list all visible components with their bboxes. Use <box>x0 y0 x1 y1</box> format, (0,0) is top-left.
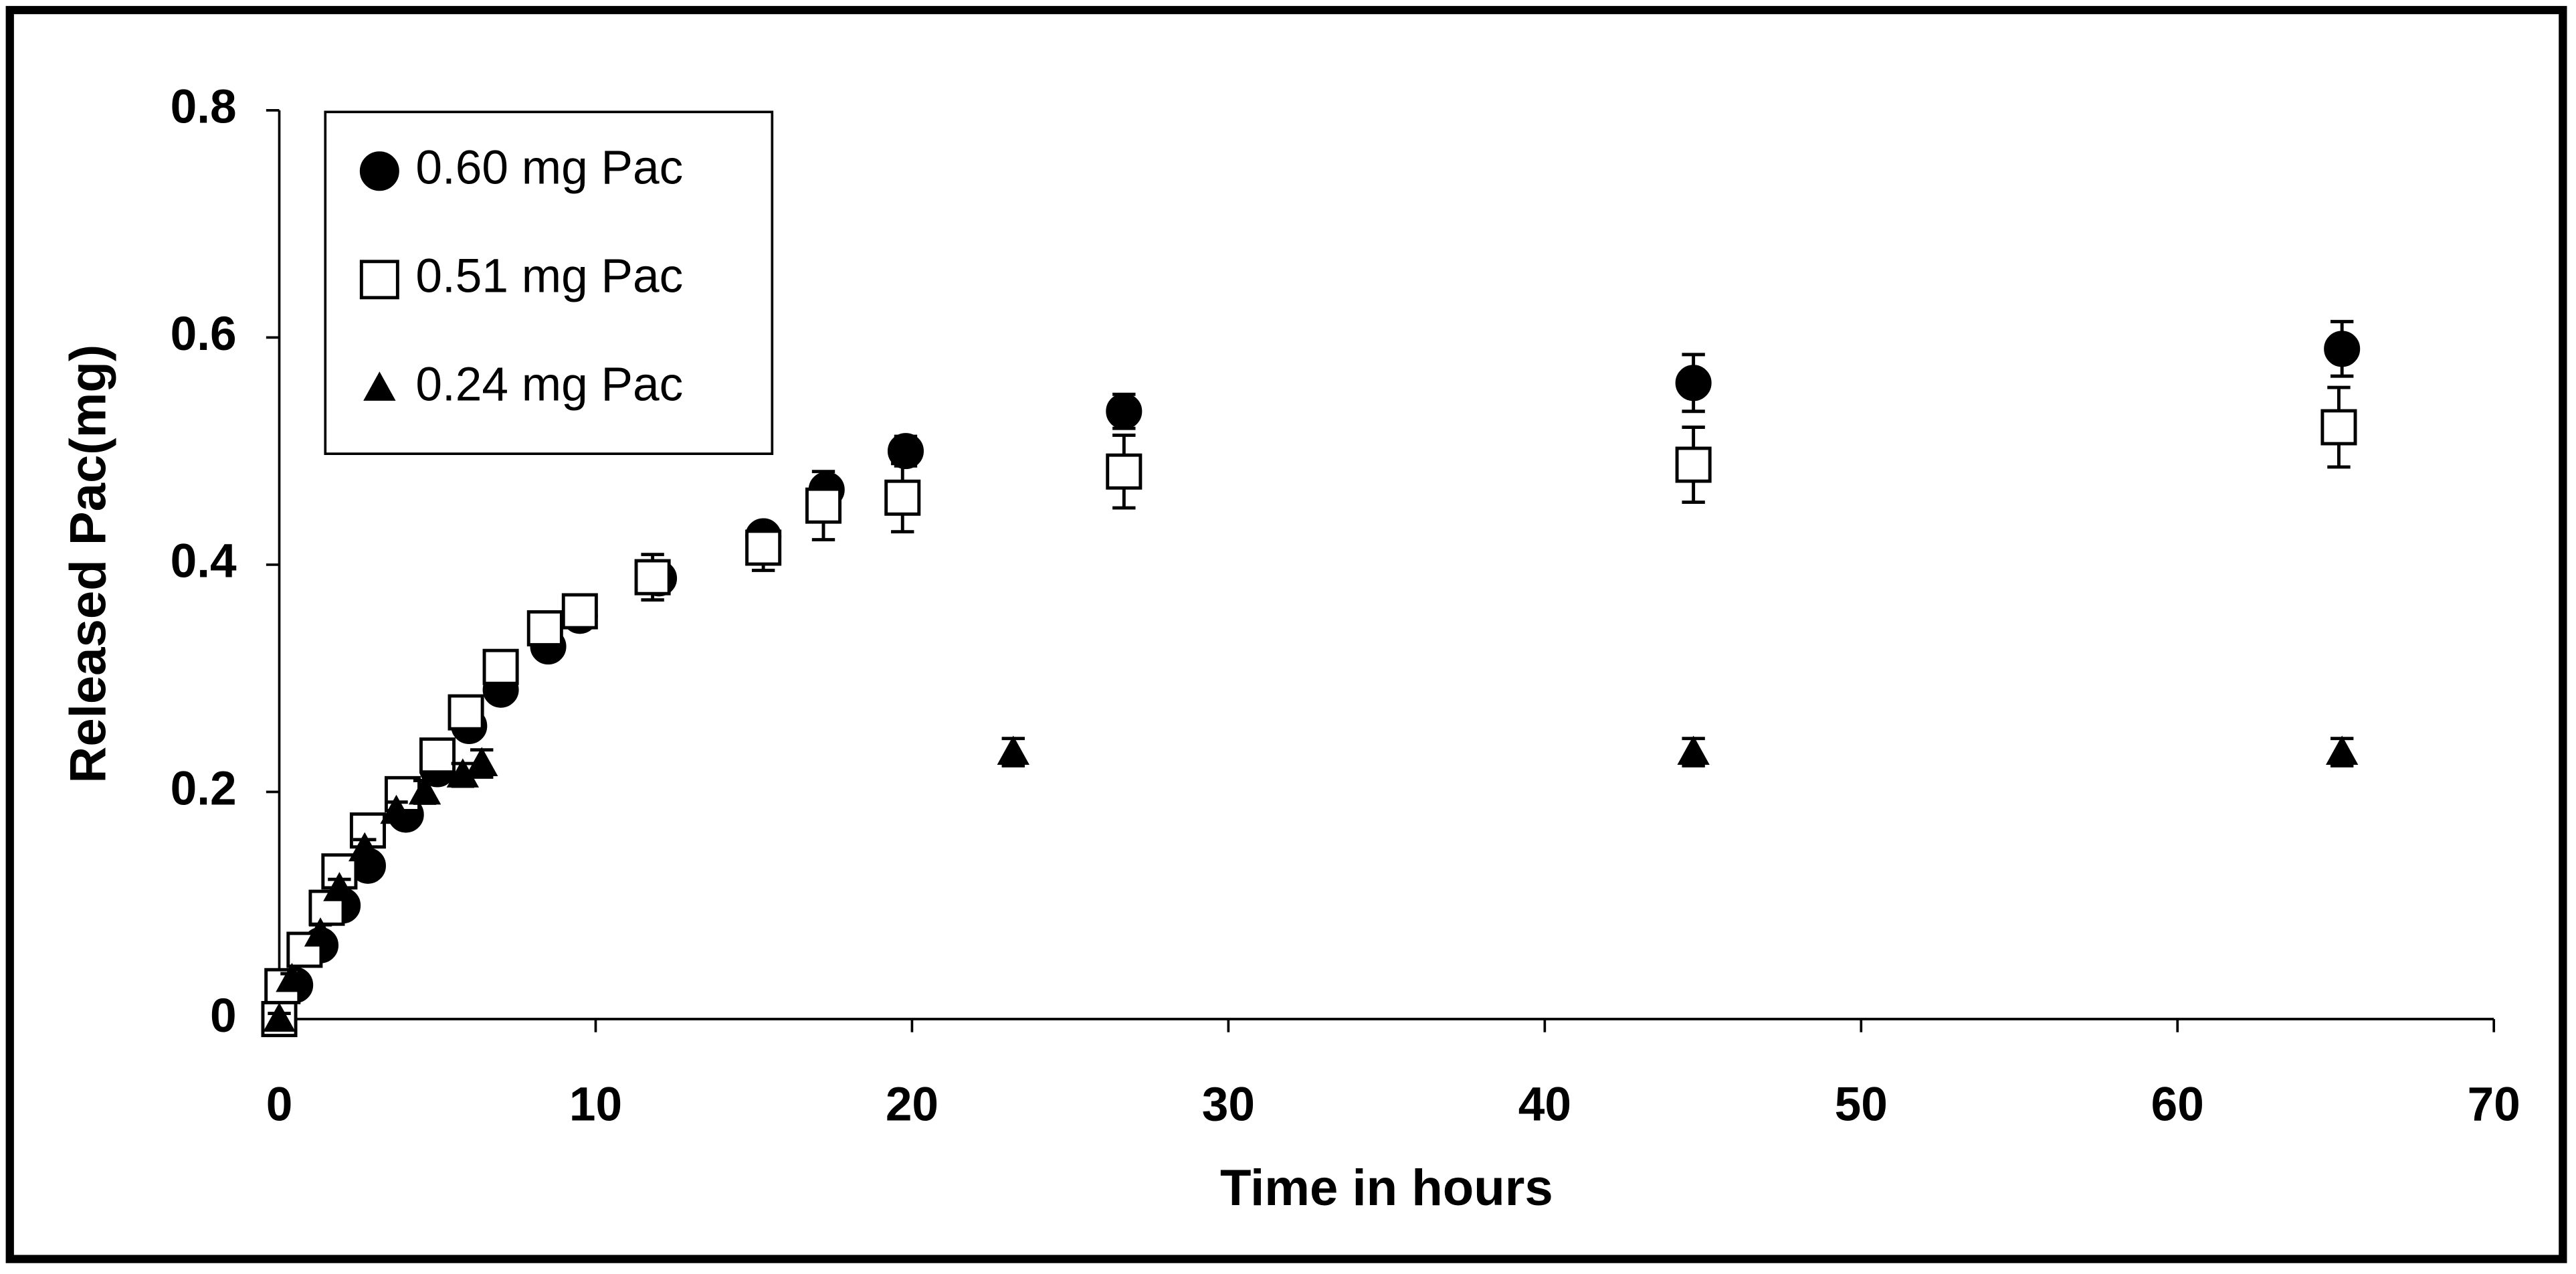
x-tick-label: 50 <box>1835 1078 1888 1131</box>
marker-triangle <box>1677 735 1710 765</box>
marker-triangle <box>380 794 413 824</box>
marker-square <box>419 737 456 774</box>
y-axis-label: Released Pac(mg) <box>60 345 117 784</box>
marker-triangle <box>304 917 337 947</box>
x-axis-label: Time in hours <box>1220 1160 1553 1216</box>
marker-triangle <box>349 832 381 862</box>
y-tick-label: 0 <box>210 990 237 1042</box>
x-tick-label: 70 <box>2468 1078 2520 1131</box>
x-tick-label: 60 <box>2151 1078 2204 1131</box>
x-tick-label: 30 <box>1202 1078 1255 1131</box>
marker-square <box>482 648 519 685</box>
marker-triangle <box>276 962 308 992</box>
y-tick-label: 0.8 <box>171 81 237 134</box>
legend-marker <box>363 371 396 401</box>
series <box>263 735 2359 1032</box>
marker-circle <box>1106 393 1143 430</box>
marker-square <box>745 529 782 566</box>
marker-triangle <box>2325 735 2359 765</box>
x-tick-label: 10 <box>569 1078 622 1131</box>
marker-square <box>526 610 563 647</box>
y-tick-label: 0.6 <box>171 308 237 361</box>
marker-square <box>884 479 921 516</box>
marker-triangle <box>997 735 1029 765</box>
x-tick-label: 40 <box>1518 1078 1571 1131</box>
marker-square <box>1106 453 1143 490</box>
x-tick-label: 0 <box>266 1078 293 1131</box>
legend-box <box>324 110 774 455</box>
marker-circle <box>2324 331 2361 367</box>
marker-square <box>448 694 484 731</box>
marker-square <box>561 593 598 630</box>
legend-marker <box>359 151 399 191</box>
marker-square <box>1675 446 1712 483</box>
x-tick-label: 20 <box>886 1078 938 1131</box>
marker-circle <box>1675 365 1712 401</box>
legend-label: 0.24 mg Pac <box>415 359 683 412</box>
legend-label: 0.51 mg Pac <box>415 250 683 303</box>
marker-triangle <box>466 747 498 776</box>
marker-square <box>805 487 842 524</box>
marker-square <box>634 559 671 596</box>
legend-label: 0.60 mg Pac <box>415 142 683 195</box>
marker-triangle <box>408 775 441 805</box>
y-tick-label: 0.2 <box>171 762 237 815</box>
marker-triangle <box>263 1002 296 1032</box>
marker-circle <box>887 433 924 470</box>
marker-square <box>2320 409 2357 446</box>
legend-marker <box>359 260 399 300</box>
marker-triangle <box>323 872 356 901</box>
y-tick-label: 0.4 <box>171 535 237 588</box>
